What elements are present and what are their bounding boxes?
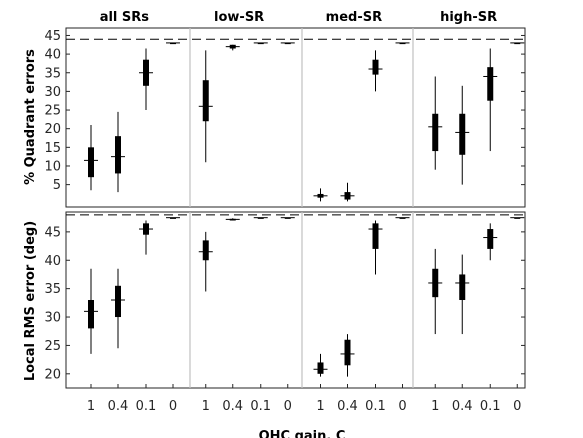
box xyxy=(399,217,406,219)
box xyxy=(257,217,264,219)
x-tick-label: 0.4 xyxy=(452,399,473,414)
x-tick-label: 0.4 xyxy=(337,399,358,414)
x-tick-label: 1 xyxy=(202,399,210,414)
y-axis-label-rms: Local RMS error (deg) xyxy=(23,221,38,381)
box xyxy=(170,217,176,219)
x-tick-label: 0.1 xyxy=(250,399,271,414)
box xyxy=(372,59,379,75)
x-tick-label: 1 xyxy=(316,399,324,414)
group-title: med-SR xyxy=(326,10,382,25)
y-tick-label: 30 xyxy=(44,311,61,326)
x-axis-label: OHC gain, C xyxy=(259,429,346,438)
box xyxy=(514,217,521,219)
y-tick-label: 5 xyxy=(53,178,61,193)
box xyxy=(487,67,494,101)
box xyxy=(202,80,209,122)
axes-frame xyxy=(65,211,526,389)
box xyxy=(372,223,379,249)
y-tick-label: 35 xyxy=(44,66,61,81)
box xyxy=(88,300,94,329)
x-tick-label: 0.4 xyxy=(222,399,243,414)
local-rms-error-panel: 20 25 30 35 40 45 xyxy=(44,211,526,389)
y-tick-label: 15 xyxy=(44,141,61,156)
y-tick-label: 20 xyxy=(44,367,61,382)
box xyxy=(88,147,94,178)
y-tick-label: 20 xyxy=(44,122,61,137)
y-tick-label: 35 xyxy=(44,282,61,297)
x-tick-label: 0 xyxy=(513,399,521,414)
group-titles: all SRs low-SR med-SR high-SR xyxy=(100,10,497,25)
box xyxy=(317,362,324,374)
box xyxy=(284,42,291,45)
box xyxy=(344,339,351,366)
box xyxy=(202,240,209,261)
box xyxy=(432,113,439,152)
y-tick-label: 40 xyxy=(44,254,61,269)
y-tick-label: 45 xyxy=(44,225,61,240)
x-tick-label: 0.4 xyxy=(108,399,129,414)
axes-frame xyxy=(65,27,526,208)
box xyxy=(514,42,521,45)
box xyxy=(115,285,121,318)
box xyxy=(257,42,264,45)
y-tick-label: 30 xyxy=(44,85,61,100)
quadrant-errors-panel: 5 10 15 20 25 30 35 40 45 xyxy=(44,27,526,208)
y-tick-label: 25 xyxy=(44,339,61,354)
x-tick-label: 0.1 xyxy=(365,399,386,414)
x-tick-label: 1 xyxy=(431,399,439,414)
box xyxy=(459,113,466,155)
box xyxy=(170,42,176,45)
box xyxy=(284,217,291,219)
y-tick-label: 40 xyxy=(44,48,61,63)
x-tick-label: 1 xyxy=(87,399,95,414)
y-tick-label: 10 xyxy=(44,159,61,174)
x-axis: 1 0.4 0.1 0 1 0.4 0.1 0 1 0.4 0.1 0 1 0.4 0.1 0 xyxy=(87,384,521,414)
x-tick-label: 0.1 xyxy=(480,399,501,414)
box xyxy=(399,42,406,45)
x-tick-label: 0 xyxy=(169,399,177,414)
y-tick-label: 25 xyxy=(44,104,61,119)
group-title: all SRs xyxy=(100,10,150,25)
box xyxy=(487,229,494,249)
group-title: high-SR xyxy=(440,10,497,25)
group-title: low-SR xyxy=(214,10,264,25)
y-tick-label: 45 xyxy=(44,29,61,44)
box xyxy=(115,136,121,174)
y-axis-label-quadrant: % Quadrant errors xyxy=(23,49,38,185)
box xyxy=(459,274,466,300)
x-tick-label: 0 xyxy=(284,399,292,414)
x-tick-label: 0.1 xyxy=(136,399,157,414)
x-tick-label: 0 xyxy=(398,399,406,414)
